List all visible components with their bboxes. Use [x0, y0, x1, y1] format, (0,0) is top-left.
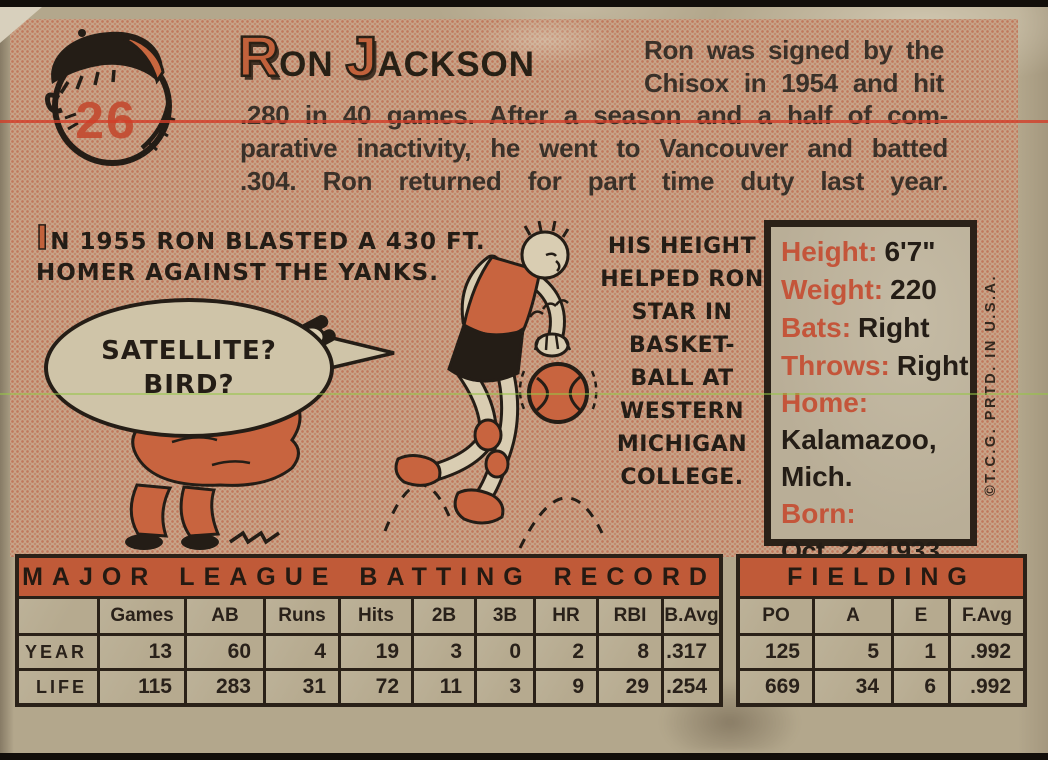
bio-line: .304. Ron returned for part time duty la… — [240, 166, 948, 196]
bio-line: Ron was signed by the — [644, 35, 944, 65]
batting-col-corner — [19, 599, 97, 633]
fielding-table-title: FIELDING — [740, 558, 1023, 596]
stat-cell: 72 — [341, 671, 411, 703]
bats-value: Right — [858, 312, 930, 343]
batting-col-hr: HR — [536, 599, 596, 633]
caption-line: N 1955 RON BLASTED A 430 FT. — [50, 229, 486, 255]
copyright-vertical-text: ©T.C.G. PRTD. IN U.S.A. — [983, 273, 999, 497]
bio-line: Chisox in 1954 and hit — [644, 68, 944, 98]
caption-line: WESTERN — [619, 399, 745, 424]
stat-cell: 34 — [815, 671, 891, 703]
bio-column: Ron was signed by the Chisox in 1954 and… — [644, 34, 944, 100]
fielding-table: FIELDING PO A E F.Avg 125 5 1 .992 669 3… — [736, 554, 1027, 707]
worn-corner — [0, 7, 42, 43]
stat-cell: 5 — [815, 636, 891, 668]
player-name: R ON J ACKSON — [237, 24, 536, 91]
baseball-head-logo-icon: 26 — [45, 29, 176, 166]
batting-table-title: MAJOR LEAGUE BATTING RECORD — [19, 558, 719, 596]
fielding-col-a: A — [815, 599, 891, 633]
scan-artifact-red-line — [0, 120, 1048, 123]
caption-line: STAR IN — [631, 300, 733, 325]
caption-line: HOMER AGAINST THE YANKS. — [36, 260, 439, 286]
name-initial-last: J — [344, 24, 378, 91]
stat-cell: 3 — [414, 636, 474, 668]
bio-paragraph: .280 in 40 games. After a season and a h… — [240, 99, 948, 198]
stat-cell: 0 — [477, 636, 533, 668]
bubble-line: SATELLITE? — [101, 336, 277, 366]
home-value: Kalamazoo, Mich. — [781, 424, 937, 492]
batting-col-runs: Runs — [266, 599, 338, 633]
stat-cell: 9 — [536, 671, 596, 703]
stat-cell: 11 — [414, 671, 474, 703]
caption-initial: I — [35, 218, 50, 257]
player-info-box: Height: 6'7" Weight: 220 Bats: Right Throws… — [764, 220, 977, 566]
baseball-card-back: 26 R ON J ACKSON Ron was signed by the Chis… — [0, 7, 1048, 753]
batting-col-rbi: RBI — [599, 599, 661, 633]
stat-cell: 115 — [100, 671, 184, 703]
stat-cell: 29 — [599, 671, 661, 703]
caption-line: MICHIGAN — [616, 432, 748, 457]
batting-table: MAJOR LEAGUE BATTING RECORD Games AB Run… — [15, 554, 723, 707]
caption-line: BALL AT — [630, 366, 734, 391]
stat-cell: 31 — [266, 671, 338, 703]
stat-cell: 125 — [740, 636, 812, 668]
bio-line: parative inactivity, he went to Vancouve… — [240, 133, 948, 163]
cartoon-caption-left: IN 1955 RON BLASTED A 430 FT. HOMER AGAI… — [35, 220, 486, 289]
caption-line: BASKET- — [628, 333, 736, 358]
stat-cell: 4 — [266, 636, 338, 668]
cartoon-caption-right: HIS HEIGHT HELPED RON STAR IN BASKET- BA… — [596, 230, 768, 494]
stat-cell: 60 — [187, 636, 263, 668]
stats-tables: MAJOR LEAGUE BATTING RECORD Games AB Run… — [15, 554, 1027, 707]
stat-cell: .254 — [664, 671, 719, 703]
born-label: Born: — [781, 498, 856, 529]
stat-cell: .317 — [664, 636, 719, 668]
caption-line: COLLEGE. — [620, 465, 744, 490]
bats-label: Bats: — [781, 312, 852, 343]
stat-cell: 6 — [894, 671, 948, 703]
fielding-col-favg: F.Avg — [951, 599, 1023, 633]
weight-value: 220 — [890, 274, 937, 305]
height-label: Height: — [781, 236, 878, 267]
basketball-player-cartoon — [383, 220, 604, 549]
caption-line: HIS HEIGHT — [607, 234, 757, 259]
stat-cell: 283 — [187, 671, 263, 703]
stat-cell: 669 — [740, 671, 812, 703]
fielding-col-po: PO — [740, 599, 812, 633]
stat-cell: 1 — [894, 636, 948, 668]
stat-cell: 3 — [477, 671, 533, 703]
name-last-rest: ACKSON — [377, 45, 536, 84]
speech-bubble: SATELLITE? BIRD? — [44, 298, 334, 438]
batting-col-games: Games — [100, 599, 184, 633]
stat-cell: 8 — [599, 636, 661, 668]
bio-line: .280 in 40 games. After a season and a h… — [240, 100, 948, 130]
throws-value: Right — [896, 350, 969, 381]
caption-line: HELPED RON — [600, 267, 764, 292]
batting-col-bavg: B.Avg — [664, 599, 719, 633]
name-initial-first: R — [237, 24, 281, 91]
weight-label: Weight: — [781, 274, 884, 305]
batting-col-hits: Hits — [341, 599, 411, 633]
stat-cell: 2 — [536, 636, 596, 668]
stat-cell: .992 — [951, 671, 1023, 703]
height-value: 6'7" — [884, 236, 936, 267]
row-label-life: LIFE — [19, 671, 97, 703]
home-label: Home: — [781, 387, 869, 418]
batting-col-2b: 2B — [414, 599, 474, 633]
scan-artifact-green-line — [0, 393, 1048, 395]
row-label-year: YEAR — [19, 636, 97, 668]
batting-col-3b: 3B — [477, 599, 533, 633]
throws-label: Throws: — [781, 350, 890, 381]
paper-stain — [470, 15, 620, 65]
stat-cell: .992 — [951, 636, 1023, 668]
bubble-line: BIRD? — [143, 370, 235, 400]
stat-cell: 13 — [100, 636, 184, 668]
name-first-rest: ON — [279, 45, 334, 84]
fielding-col-e: E — [894, 599, 948, 633]
batting-col-ab: AB — [187, 599, 263, 633]
stat-cell: 19 — [341, 636, 411, 668]
